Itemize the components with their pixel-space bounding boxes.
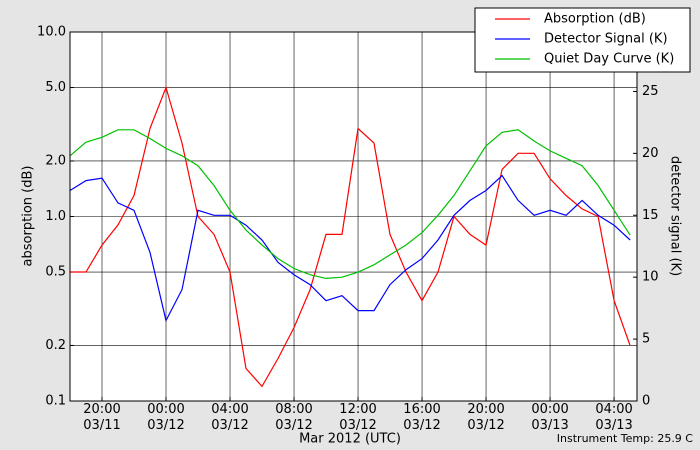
x-tick-label: 00:00 03/13	[531, 402, 569, 433]
y2-tick-label: 20	[642, 146, 659, 161]
x-tick-label: 08:00 03/12	[275, 402, 313, 433]
legend-label: Absorption (dB)	[544, 12, 646, 27]
x-tick-label: 20:00 03/11	[83, 402, 121, 433]
y2-tick-label: 25	[642, 84, 659, 99]
legend-label: Quiet Day Curve (K)	[544, 52, 674, 67]
x-tick-label: 20:00 03/12	[467, 402, 505, 433]
data-line	[69, 129, 631, 280]
y-tick-label: 0.1	[45, 394, 66, 409]
data-line	[70, 85, 631, 388]
x-tick-label: 12:00 03/12	[339, 402, 377, 433]
y-tick-label: 10.0	[37, 25, 66, 40]
x-tick-label: 16:00 03/12	[403, 402, 441, 433]
x-axis-label: Mar 2012 (UTC)	[299, 432, 401, 447]
y2-axis-label: detector signal (K)	[668, 156, 683, 276]
y-axis-label: absorption (dB)	[21, 166, 36, 267]
x-tick-label: 00:00 03/12	[147, 402, 185, 433]
x-tick-label: 04:00 03/13	[595, 402, 633, 433]
y2-tick-label: 10	[642, 270, 659, 285]
y-tick-label: 0.5	[45, 265, 66, 280]
legend-label: Detector Signal (K)	[544, 32, 668, 47]
y2-tick-label: 15	[642, 208, 659, 223]
y-tick-label: 0.2	[45, 338, 66, 353]
annotation: Instrument Temp: 25.9 C	[557, 432, 694, 445]
y2-tick-label: 0	[642, 394, 650, 409]
data-line	[69, 174, 631, 323]
y2-tick-label: 5	[642, 332, 650, 347]
y-tick-label: 2.0	[45, 153, 66, 168]
y-tick-label: 5.0	[45, 80, 66, 95]
y-tick-label: 1.0	[45, 209, 66, 224]
x-tick-label: 04:00 03/12	[211, 402, 249, 433]
plot-frame	[69, 31, 638, 402]
